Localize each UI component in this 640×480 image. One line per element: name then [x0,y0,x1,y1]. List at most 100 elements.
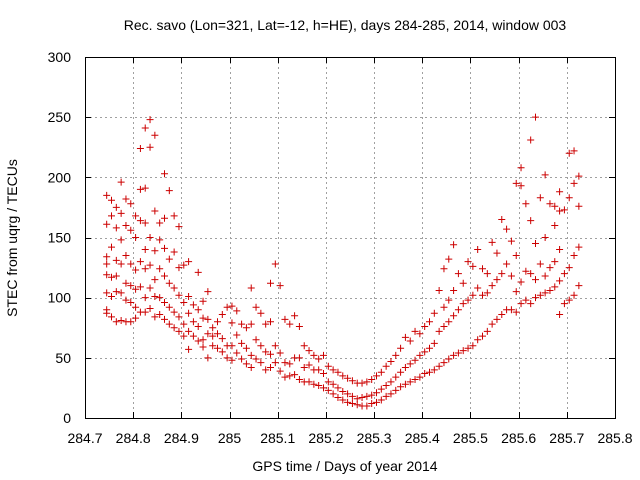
data-point [445,318,453,326]
data-point [536,291,544,299]
data-point [512,308,520,316]
data-point [546,286,554,294]
data-point [122,221,130,229]
data-point [146,234,154,241]
data-point [262,366,270,374]
data-point [161,315,168,323]
data-point [103,220,111,228]
data-point [498,270,506,278]
data-point [426,368,433,376]
data-point [315,382,323,390]
data-point [320,351,327,359]
data-point [440,323,448,331]
data-point [238,339,246,347]
data-point [247,351,255,359]
data-point [397,344,405,352]
x-tick-label: 285.1 [260,430,295,446]
data-point [454,306,462,314]
x-tick-label: 285.5 [453,430,488,446]
data-point [570,291,578,299]
x-tick-label: 284.7 [67,430,102,446]
data-point [242,360,250,368]
y-tick-label: 200 [48,169,72,185]
data-point [122,195,130,203]
data-point [180,332,188,340]
y-tick-label: 300 [48,49,72,65]
data-point [440,303,448,311]
data-point [151,131,159,139]
data-point [305,347,313,355]
data-point [560,270,568,278]
data-point [295,375,303,383]
x-tick-label: 285.3 [357,430,392,446]
data-point [103,191,111,199]
data-point [305,378,313,386]
data-point [209,332,217,340]
data-point [512,288,520,296]
data-point [295,354,303,362]
data-point [271,359,279,367]
data-point [165,320,173,328]
data-point [421,369,429,377]
data-point [368,391,376,399]
data-point [575,243,583,251]
data-point [551,258,559,266]
data-point [401,363,409,371]
data-point [517,300,525,308]
data-point [209,342,217,350]
data-point [156,236,164,244]
data-point [368,400,376,408]
x-tick-label: 285.8 [597,430,632,446]
data-point [204,315,212,323]
data-point [180,298,188,306]
data-point [344,398,352,406]
data-point [363,402,371,410]
data-point [108,243,115,251]
data-point [127,298,135,306]
data-point [570,252,578,260]
data-point [532,240,539,248]
data-point [382,382,390,390]
data-point [560,206,568,214]
data-point [165,255,173,263]
data-point [541,272,549,280]
data-point [358,379,366,387]
data-point [185,292,193,300]
data-point [556,277,564,285]
grid [85,57,615,418]
data-point [199,314,207,322]
data-point [507,306,515,314]
data-point [276,367,284,375]
data-point [141,124,149,132]
data-point [257,342,265,350]
data-point [373,389,380,397]
x-tick-label: 285.6 [501,430,536,446]
data-point [132,303,140,311]
data-point [214,318,221,326]
data-point [411,356,419,364]
data-point [161,298,168,306]
data-point [459,347,467,355]
data-point [170,324,178,332]
data-point [522,296,530,304]
data-point [527,300,535,308]
data-point [103,260,111,268]
data-point [108,273,115,281]
data-point [556,188,564,196]
data-point [310,380,318,388]
data-point [204,354,212,362]
data-point [233,331,241,339]
data-point [353,401,361,409]
data-point [122,279,130,287]
data-point [122,252,130,260]
data-point [267,350,274,358]
data-point [271,260,279,268]
data-point [377,385,385,393]
data-point [281,373,289,381]
data-point [454,270,462,278]
data-point [373,398,380,406]
data-point [228,342,236,350]
data-point [103,309,111,317]
data-point [517,164,525,172]
data-point [507,272,515,280]
